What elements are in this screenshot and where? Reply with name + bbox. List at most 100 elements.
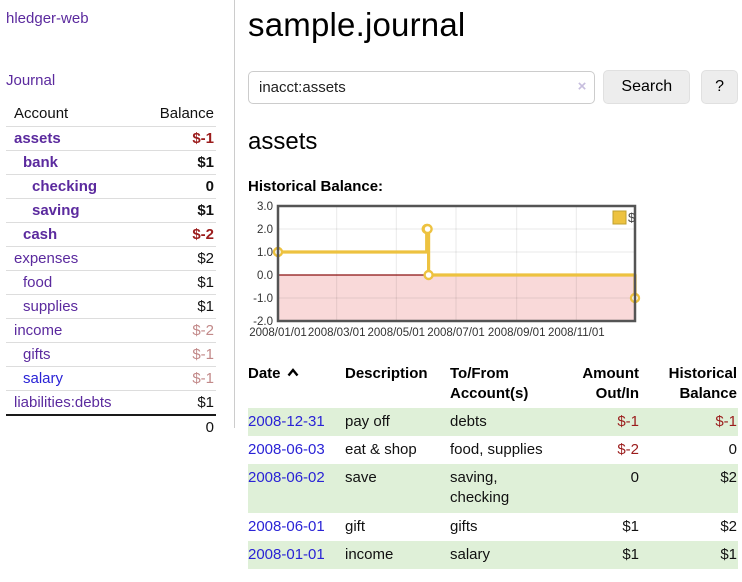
transaction-balance: $2 [720, 469, 737, 486]
y-tick-label: 3.0 [257, 201, 273, 213]
accounts-header-account: Account [14, 105, 69, 122]
sidebar-item-journal[interactable]: Journal [6, 72, 56, 89]
account-row: expenses $2 [6, 246, 216, 271]
x-tick-label: 2008/05/01 [368, 327, 426, 339]
register-header-date[interactable]: Date [248, 363, 345, 408]
account-balance: $2 [150, 246, 216, 271]
account-balance: $-2 [150, 222, 216, 247]
account-balance: $1 [150, 270, 216, 295]
transaction-description: save [345, 469, 377, 486]
account-balance: $-2 [150, 318, 216, 343]
account-row: assets $-1 [6, 126, 216, 151]
account-link[interactable]: cash [23, 226, 58, 243]
account-link[interactable]: salary [23, 370, 64, 387]
legend-swatch [612, 210, 627, 225]
clear-search-icon[interactable]: × [577, 77, 587, 95]
negative-region [278, 275, 635, 321]
account-link[interactable]: assets [14, 130, 61, 147]
transaction-date-link[interactable]: 2008-12-31 [248, 412, 325, 430]
account-link[interactable]: gifts [23, 346, 51, 363]
register-row: 2008-06-01 gift gifts $1 $2 [248, 513, 738, 541]
transaction-accounts: gifts [450, 517, 478, 535]
account-row: bank $1 [6, 150, 216, 175]
register-header-accounts: To/From Account(s) [450, 365, 529, 403]
accounts-header-row: Account Balance [6, 102, 216, 127]
accounts-table: Account Balance assets $-1 bank $1 checking 0… [6, 102, 216, 439]
accounts-header-balance: Balance [159, 105, 214, 122]
account-row: food $1 [6, 270, 216, 295]
account-balance: $1 [150, 294, 216, 319]
chart-section-label: Historical Balance: [248, 178, 384, 195]
transaction-balance: $2 [720, 517, 737, 535]
account-row: liabilities:debts $1 [6, 390, 216, 415]
account-link[interactable]: bank [23, 154, 59, 171]
account-row: cash $-2 [6, 222, 216, 247]
account-balance: $1 [150, 198, 216, 223]
account-link[interactable]: expenses [14, 250, 79, 267]
register-row: 2008-01-01 income salary $1 $1 [248, 540, 738, 569]
page-title: sample.journal [248, 6, 466, 43]
y-tick-label: -2.0 [253, 316, 273, 328]
transaction-amount: $1 [622, 545, 639, 563]
balance-chart: $3.0 2.0 1.0 0.0 -1.0 -2.0 2008/01/01 2008/03/0… [248, 200, 738, 342]
account-link[interactable]: saving [32, 202, 80, 219]
account-row: checking 0 [6, 174, 216, 199]
transaction-description: eat & shop [345, 440, 417, 458]
transaction-description: pay off [345, 412, 390, 430]
accounts-total-balance: 0 [150, 414, 216, 439]
account-balance: $-1 [150, 126, 216, 151]
account-row: salary $-1 [6, 366, 216, 391]
app-title-link[interactable]: hledger-web [6, 10, 89, 27]
x-tick-label: 2008/07/01 [427, 327, 485, 339]
sidebar-divider [234, 0, 235, 428]
transaction-date-link[interactable]: 2008-06-01 [248, 517, 325, 535]
account-link[interactable]: supplies [23, 298, 79, 315]
search-input-wrap: × [248, 70, 596, 104]
account-link[interactable]: food [23, 274, 53, 291]
register-header-amount: Amount Out/In [582, 365, 639, 403]
plot-border [276, 204, 637, 323]
transaction-date-link[interactable]: 2008-01-01 [248, 545, 325, 563]
x-tick-label: 2008/03/01 [308, 327, 366, 339]
account-balance: $-1 [150, 366, 216, 391]
search-input[interactable] [248, 70, 596, 104]
transaction-accounts: salary [450, 545, 491, 563]
search-bar: × Search ? [248, 70, 738, 104]
transaction-description: income [345, 545, 394, 563]
transaction-accounts: food, supplies [450, 440, 543, 458]
account-heading: assets [248, 128, 318, 155]
y-tick-label: 2.0 [257, 224, 273, 236]
transaction-accounts: saving, checking [450, 469, 510, 507]
register-row: 2008-06-03 eat & shop food, supplies $-2 0 [248, 436, 738, 464]
register-table: Date Description To/From Account(s) Amou… [248, 363, 738, 569]
register-row: 2008-12-31 pay off debts $-1 $-1 [248, 407, 738, 436]
transaction-amount: $-2 [617, 440, 639, 458]
main-content: sample.journal × Search ? assets Histori… [248, 0, 738, 569]
register-header-balance: Historical Balance [668, 365, 737, 403]
account-link[interactable]: income [14, 322, 63, 339]
transaction-amount: $-1 [617, 412, 639, 430]
x-tick-label: 2008/09/01 [488, 327, 546, 339]
data-point-marker [422, 223, 433, 235]
transaction-balance: $-1 [715, 412, 737, 430]
transaction-date-link[interactable]: 2008-06-03 [248, 440, 325, 458]
x-tick-label: 2008/01/01 [249, 327, 307, 339]
account-balance: $-1 [150, 342, 216, 367]
account-link[interactable]: liabilities:debts [14, 394, 112, 411]
transaction-description: gift [345, 517, 366, 535]
y-tick-label: -1.0 [253, 293, 273, 305]
account-balance: $1 [150, 150, 216, 175]
data-point-marker [423, 269, 434, 281]
y-tick-label: 1.0 [257, 247, 273, 259]
register-header-description: Description [345, 365, 428, 382]
sort-ascending-icon [287, 368, 298, 377]
legend-label: $ [628, 210, 636, 225]
register-row: 2008-06-02 save saving, checking 0 $2 [248, 464, 738, 513]
account-link[interactable]: checking [32, 178, 98, 195]
search-button[interactable]: Search [603, 70, 691, 104]
x-tick-label: 2008/11/01 [548, 327, 605, 339]
transaction-date-link[interactable]: 2008-06-02 [248, 469, 325, 486]
transaction-accounts: debts [450, 412, 487, 430]
help-button[interactable]: ? [701, 70, 738, 104]
